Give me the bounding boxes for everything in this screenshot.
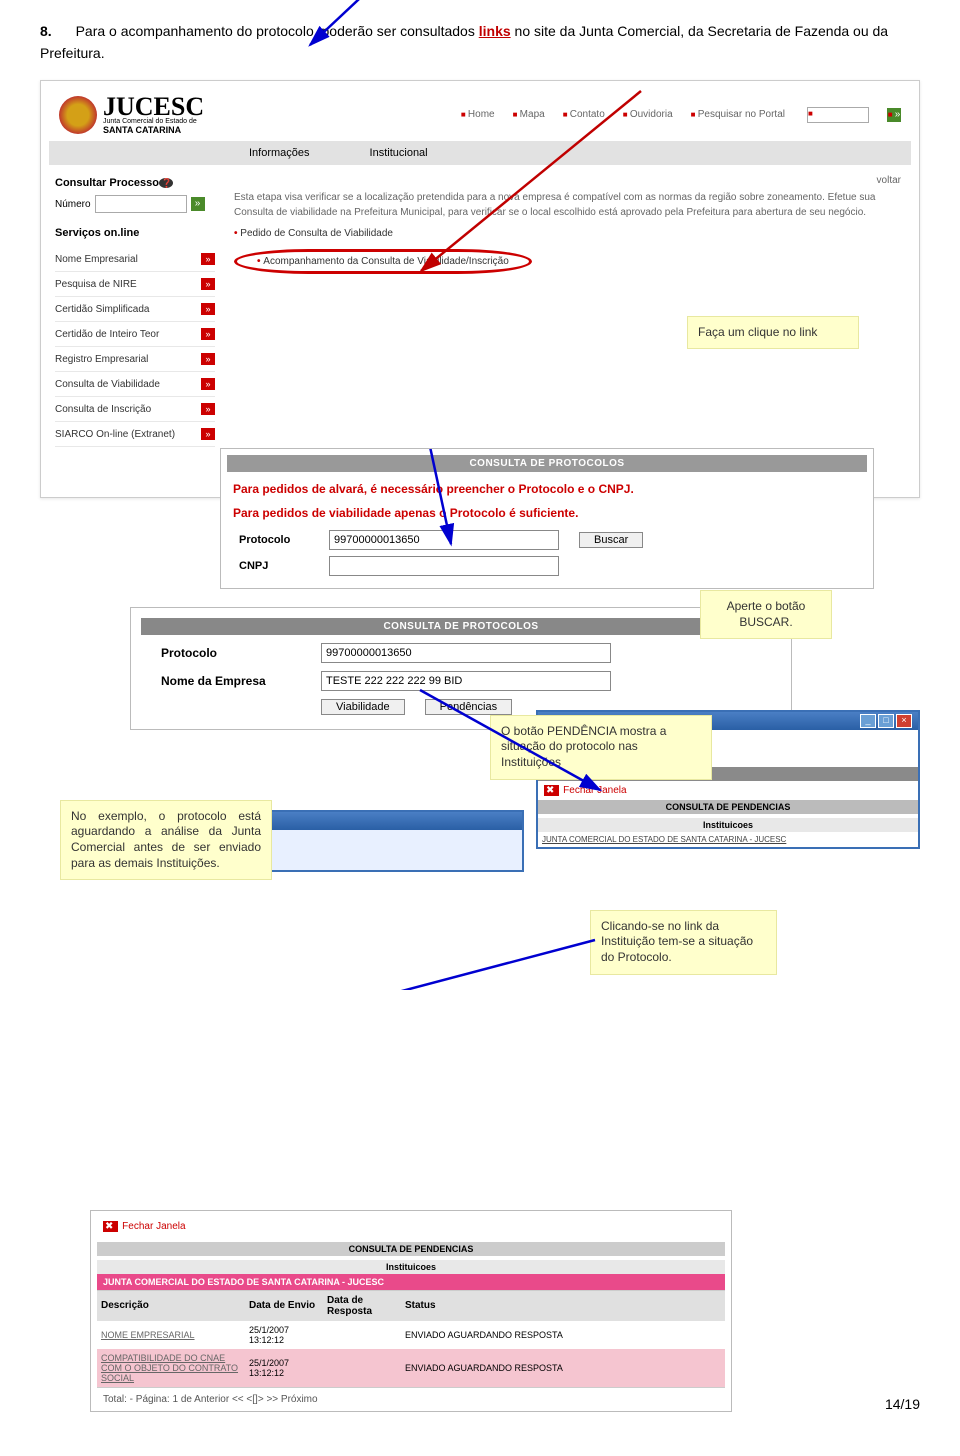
table-row: NOME EMPRESARIAL 25/1/2007 13:12:12 ENVI… <box>97 1321 725 1349</box>
pink-header: JUNTA COMERCIAL DO ESTADO DE SANTA CATAR… <box>97 1274 725 1290</box>
top-nav: Home Mapa Contato Ouvidoria Pesquisar no… <box>461 107 901 123</box>
row-protocolo: Protocolo Buscar <box>239 530 855 550</box>
row1-envio: 25/1/2007 13:12:12 <box>245 1321 323 1349</box>
nav-home[interactable]: Home <box>461 109 495 120</box>
blue-arrow-buscar <box>221 449 861 609</box>
close-icon[interactable]: × <box>896 714 912 728</box>
consultar-title: Consultar Processo <box>55 177 215 189</box>
nav-mapa[interactable]: Mapa <box>513 109 545 120</box>
side-siarco[interactable]: SIARCO On-line (Extranet)» <box>55 422 215 447</box>
nav-pesquisar: Pesquisar no Portal <box>691 109 785 120</box>
mini-pend-title: CONSULTA DE PENDENCIAS <box>538 800 918 814</box>
row1-desc[interactable]: NOME EMPRESARIAL <box>97 1321 245 1349</box>
col-status: Status <box>401 1290 725 1321</box>
search-portal-input[interactable] <box>807 107 869 123</box>
jucesc-header: JUCESC Junta Comercial do Estado de SANT… <box>49 89 911 141</box>
side-viab[interactable]: Consulta de Viabilidade» <box>55 372 215 397</box>
row1-status: ENVIADO AGUARDANDO RESPOSTA <box>401 1321 725 1349</box>
voltar-link[interactable]: voltar <box>234 175 901 186</box>
annotated-section: JUCESC - Integra... _ □ × JUC Junta Come… <box>40 650 920 930</box>
panel-consulta-buscar: CONSULTA DE PROTOCOLOS Para pedidos de a… <box>220 448 874 589</box>
row1-resp <box>323 1321 401 1349</box>
left-pane: Consultar Processo Número » Serviços on.… <box>49 165 221 453</box>
pend-table: Descrição Data de Envio Data de Resposta… <box>97 1290 725 1387</box>
mini-fechar[interactable]: Fechar Janela <box>544 785 627 796</box>
row2-envio: 25/1/2007 13:12:12 <box>245 1349 323 1387</box>
note-exemplo: No exemplo, o protocolo está aguardando … <box>60 800 272 880</box>
jucesc-title: JUCESC <box>103 95 204 118</box>
col-desc: Descrição <box>97 1290 245 1321</box>
cnpj-input[interactable] <box>329 556 559 576</box>
right-pane: voltar Esta etapa visa verificar se a lo… <box>224 165 911 284</box>
side-inscr[interactable]: Consulta de Inscrição» <box>55 397 215 422</box>
search-go-icon[interactable]: » <box>887 108 901 122</box>
side-simplificada[interactable]: Certidão Simplificada» <box>55 297 215 322</box>
intro-number: 8. <box>40 23 52 39</box>
table-footer: Total: - Página: 1 de Anterior << <[]> >… <box>97 1387 725 1411</box>
row2-resp <box>323 1349 401 1387</box>
circle-annotation: Acompanhamento da Consulta de Viabilidad… <box>234 249 532 274</box>
note-click-link: Faça um clique no link <box>687 316 859 350</box>
consulta-title-c: CONSULTA DE PROTOCOLOS <box>141 618 781 635</box>
jucesc-logo: JUCESC Junta Comercial do Estado de SANT… <box>59 95 204 135</box>
row2-desc[interactable]: COMPATIBILIDADE DO CNAE COM O OBJETO DO … <box>97 1349 245 1387</box>
bullet-1[interactable]: Pedido de Consulta de Viabilidade <box>234 228 901 239</box>
nav-contato[interactable]: Contato <box>563 109 605 120</box>
buscar-button[interactable]: Buscar <box>579 532 643 548</box>
nav-ouvidoria[interactable]: Ouvidoria <box>623 109 673 120</box>
note-clicando: Clicando-se no link da Instituição tem-s… <box>590 910 777 975</box>
side-nome[interactable]: Nome Empresarial» <box>55 247 215 272</box>
grey-menu: Informações Institucional <box>49 141 911 165</box>
jucesc-sub1: Junta Comercial do Estado de <box>103 118 204 125</box>
row-cnpj: CNPJ <box>239 556 855 576</box>
menu-info[interactable]: Informações <box>249 147 310 159</box>
bullet-2[interactable]: Acompanhamento da Consulta de Viabilidad… <box>257 256 509 267</box>
numero-go-icon[interactable]: » <box>191 197 205 211</box>
min-icon[interactable]: _ <box>860 714 876 728</box>
line-alvara: Para pedidos de alvará, é necessário pre… <box>233 482 861 496</box>
side-nire[interactable]: Pesquisa de NIRE» <box>55 272 215 297</box>
mini-inst-label: Instituicoes <box>538 818 918 832</box>
inst-label-d: Instituicoes <box>97 1260 725 1274</box>
pend-title-d: CONSULTA DE PENDENCIAS <box>97 1242 725 1256</box>
page-footer: 14/19 <box>885 1396 920 1412</box>
jucesc-sub2: SANTA CATARINA <box>103 125 204 135</box>
side-registro[interactable]: Registro Empresarial» <box>55 347 215 372</box>
line-viab: Para pedidos de viabilidade apenas o Pro… <box>233 506 861 520</box>
servicos-title: Serviços on.line <box>55 227 215 239</box>
intro-before: Para o acompanhamento do protocolo, pode… <box>76 23 479 39</box>
numero-input[interactable] <box>95 195 187 213</box>
jucesc-screenshot: JUCESC Junta Comercial do Estado de SANT… <box>40 80 920 498</box>
protocolo-label-b: Protocolo <box>239 534 309 546</box>
crest-icon <box>59 96 97 134</box>
mini-window-back <box>230 810 524 872</box>
cnpj-label: CNPJ <box>239 560 309 572</box>
side-inteiro[interactable]: Certidão de Inteiro Teor» <box>55 322 215 347</box>
consulta-title-b: CONSULTA DE PROTOCOLOS <box>227 455 867 472</box>
zone-paragraph: Esta etapa visa verificar se a localizaç… <box>234 190 901 220</box>
menu-inst[interactable]: Institucional <box>370 147 428 159</box>
max-icon[interactable]: □ <box>878 714 894 728</box>
col-envio: Data de Envio <box>245 1290 323 1321</box>
table-row: COMPATIBILIDADE DO CNAE COM O OBJETO DO … <box>97 1349 725 1387</box>
note-buscar: Aperte o botão BUSCAR. <box>700 590 832 639</box>
numero-label: Número <box>55 199 91 210</box>
intro-link: links <box>479 23 511 39</box>
mini-tb-back <box>232 812 522 830</box>
note-pendencia: O botão PENDÊNCIA mostra a situação do p… <box>490 715 712 780</box>
col-resp: Data de Resposta <box>323 1290 401 1321</box>
fechar-d[interactable]: Fechar Janela <box>103 1221 186 1232</box>
panel-pendencias-table: Fechar Janela CONSULTA DE PENDENCIAS Ins… <box>90 1210 732 1412</box>
intro-paragraph: 8. Para o acompanhamento do protocolo, p… <box>40 20 920 65</box>
protocolo-input-b[interactable] <box>329 530 559 550</box>
row2-status: ENVIADO AGUARDANDO RESPOSTA <box>401 1349 725 1387</box>
mini-inst-value[interactable]: JUNTA COMERCIAL DO ESTADO DE SANTA CATAR… <box>538 832 918 847</box>
